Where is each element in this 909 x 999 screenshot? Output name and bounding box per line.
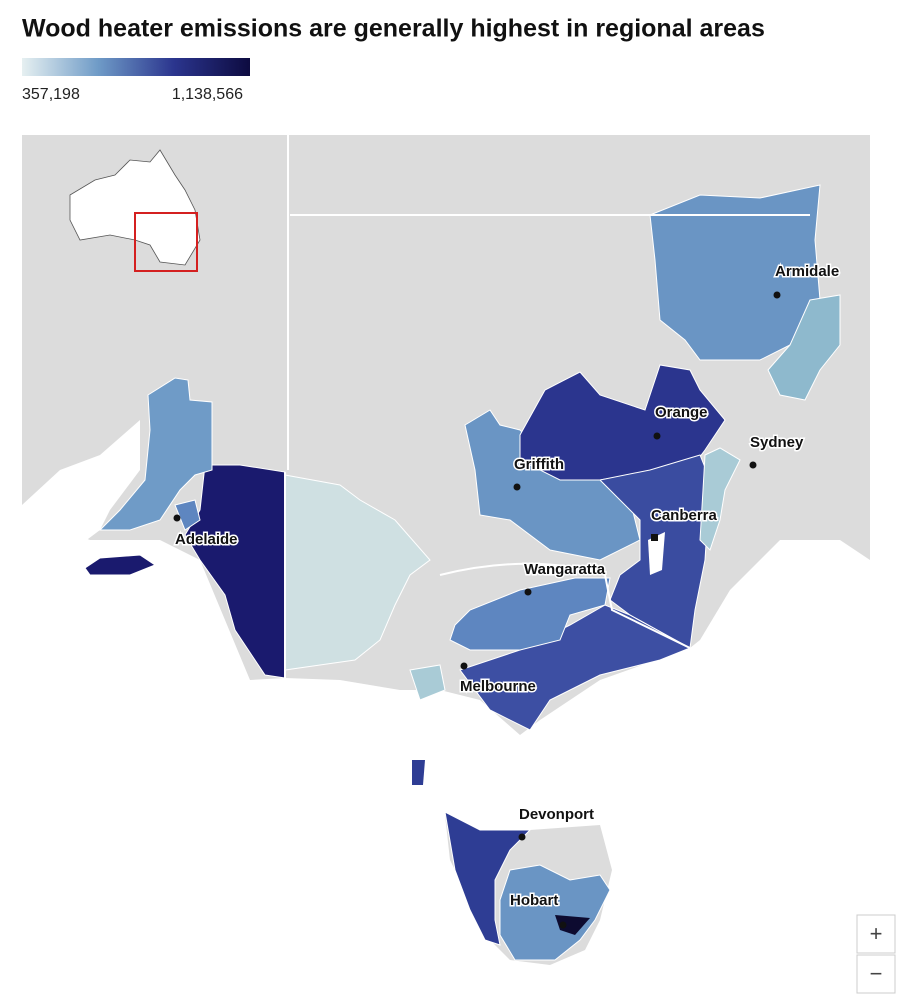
city-dot [653, 432, 661, 440]
legend-gradient [22, 58, 250, 76]
region [499, 864, 611, 961]
gulf [22, 420, 140, 565]
title: Wood heater emissions are generally high… [22, 15, 765, 43]
canberra-area [648, 532, 665, 575]
zoom-out-label[interactable]: − [870, 961, 883, 986]
city-label: Melbourne [460, 678, 536, 695]
inset-frame [134, 212, 198, 272]
legend-min-label: 357,198 [22, 86, 80, 103]
zoom-out-button[interactable] [856, 954, 896, 994]
city-label: Sydney [750, 434, 804, 451]
legend-max-label: 1,138,566 [172, 86, 243, 103]
city-label: Orange [655, 404, 708, 421]
zoom-in-label[interactable]: + [870, 921, 883, 946]
city-label: Armidale [775, 263, 839, 280]
inset [69, 149, 201, 272]
city-label: Adelaide [175, 531, 238, 548]
cities: Armidale Orange Sydney Griffith Canberra… [173, 261, 841, 929]
state-border [284, 135, 810, 678]
city-dot [651, 534, 658, 541]
city-label: Canberra [651, 507, 718, 524]
region [444, 811, 532, 946]
zoom-in-button[interactable] [856, 914, 896, 954]
city-label: Griffith [514, 456, 564, 473]
region [767, 294, 841, 401]
city-label: Hobart [510, 892, 558, 909]
city-label: Devonport [519, 806, 594, 823]
region [409, 664, 446, 701]
city-dot [513, 483, 521, 491]
map [22, 135, 870, 999]
city-dot [773, 291, 781, 299]
region [174, 499, 201, 531]
region [412, 760, 425, 785]
city-dot [460, 662, 468, 670]
zoom-controls: + − [856, 914, 896, 994]
region [519, 364, 726, 481]
city-dot [559, 921, 567, 929]
city-dot [173, 514, 181, 522]
region [555, 915, 590, 935]
city-dot [518, 833, 526, 841]
region [449, 577, 611, 651]
region [98, 377, 213, 531]
city-dot [524, 588, 532, 596]
region [84, 554, 157, 576]
region [284, 474, 431, 671]
region [699, 447, 741, 551]
city-dot [749, 461, 757, 469]
city-label: Wangaratta [524, 561, 606, 578]
